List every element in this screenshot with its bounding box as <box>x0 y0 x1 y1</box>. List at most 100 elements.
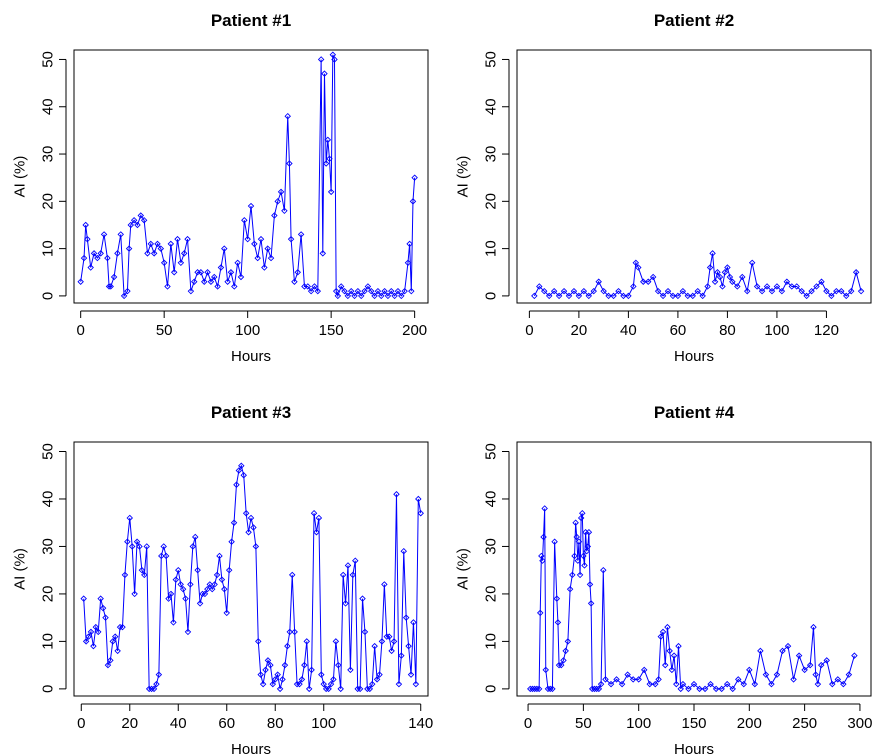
data-point <box>190 278 198 285</box>
y-tick-label: 40 <box>40 491 57 508</box>
data-point <box>182 595 189 602</box>
data-point <box>531 292 538 300</box>
data-point <box>558 661 565 669</box>
data-point <box>255 638 262 645</box>
data-point <box>723 680 731 688</box>
data-point <box>128 543 136 550</box>
data-point <box>545 292 553 300</box>
x-tick-label: 20 <box>571 322 588 339</box>
x-tick-label: 0 <box>77 322 85 339</box>
data-point <box>718 685 725 693</box>
x-tick-label: 50 <box>575 715 592 732</box>
data-point <box>828 292 835 300</box>
data-point <box>208 585 216 593</box>
data-point <box>137 212 145 219</box>
data-point <box>267 661 274 669</box>
y-tick-label: 40 <box>483 491 500 508</box>
data-point <box>211 273 218 281</box>
data-point <box>540 287 548 295</box>
data-point <box>307 287 315 295</box>
data-point <box>542 666 549 674</box>
data-point <box>635 676 642 683</box>
y-tick-label: 40 <box>483 98 500 115</box>
data-point <box>707 680 714 688</box>
data-point <box>322 685 330 693</box>
x-tick-label: 20 <box>121 715 138 732</box>
chart-patient-1: Patient #1 0 50 100 150 200 Hours 0 10 20 30 40 50 AI… <box>12 11 429 365</box>
data-point <box>779 647 786 655</box>
data-point <box>284 112 291 120</box>
data-point <box>303 638 311 645</box>
data-point <box>213 571 221 579</box>
data-point <box>206 581 214 588</box>
data-point <box>817 661 825 669</box>
data-point <box>840 680 847 688</box>
data-point <box>82 638 90 645</box>
data-point <box>339 571 347 579</box>
data-point <box>555 661 563 669</box>
data-point <box>334 292 342 300</box>
data-point <box>148 685 155 693</box>
data-point <box>124 538 131 545</box>
data-point <box>857 287 865 295</box>
data-point <box>818 278 825 285</box>
data-point <box>536 283 543 290</box>
data-point <box>301 661 308 669</box>
data-point <box>214 283 221 290</box>
data-point <box>153 680 160 688</box>
data-point <box>95 628 102 636</box>
data-point <box>109 638 117 645</box>
data-point <box>321 70 328 77</box>
data-point <box>664 623 671 631</box>
data-point <box>415 495 422 503</box>
data-point <box>371 642 378 650</box>
data-point <box>778 287 786 295</box>
y-tick-label: 10 <box>483 240 500 257</box>
data-point <box>571 552 578 560</box>
data-point <box>670 652 678 659</box>
data-point <box>252 543 260 550</box>
data-point <box>391 292 398 300</box>
data-point <box>92 623 100 631</box>
data-point <box>281 661 289 669</box>
data-point <box>160 259 168 267</box>
data-point <box>581 562 588 569</box>
data-point <box>388 287 395 295</box>
data-point <box>394 287 402 295</box>
data-point <box>223 609 230 617</box>
data-point <box>373 676 381 683</box>
data-point <box>814 680 822 688</box>
data-point <box>218 576 226 583</box>
data-point <box>586 581 594 588</box>
data-point <box>277 188 285 196</box>
data-point <box>99 604 107 612</box>
data-point <box>724 264 731 271</box>
data-point <box>709 250 716 257</box>
data-point <box>125 245 133 252</box>
data-point <box>644 278 652 285</box>
data-point <box>317 56 325 63</box>
data-point <box>359 595 366 602</box>
data-point <box>261 264 268 271</box>
data-point <box>191 533 199 541</box>
data-point <box>652 680 659 688</box>
data-point <box>740 680 748 688</box>
data-point <box>657 633 665 640</box>
data-point <box>319 250 327 257</box>
data-point <box>398 652 405 659</box>
x-tick-label: 0 <box>524 715 532 732</box>
data-point <box>234 259 241 267</box>
data-point <box>320 680 327 688</box>
data-point <box>374 287 382 295</box>
data-point <box>551 538 558 545</box>
data-point <box>696 685 703 693</box>
x-axis-label: Hours <box>674 348 714 365</box>
y-tick-label: 50 <box>40 51 57 68</box>
data-point <box>549 685 556 693</box>
data-point <box>284 642 291 650</box>
data-point <box>318 671 325 678</box>
data-point <box>288 571 296 579</box>
data-point <box>659 628 667 636</box>
data-point <box>564 638 572 645</box>
data-point <box>570 287 578 295</box>
